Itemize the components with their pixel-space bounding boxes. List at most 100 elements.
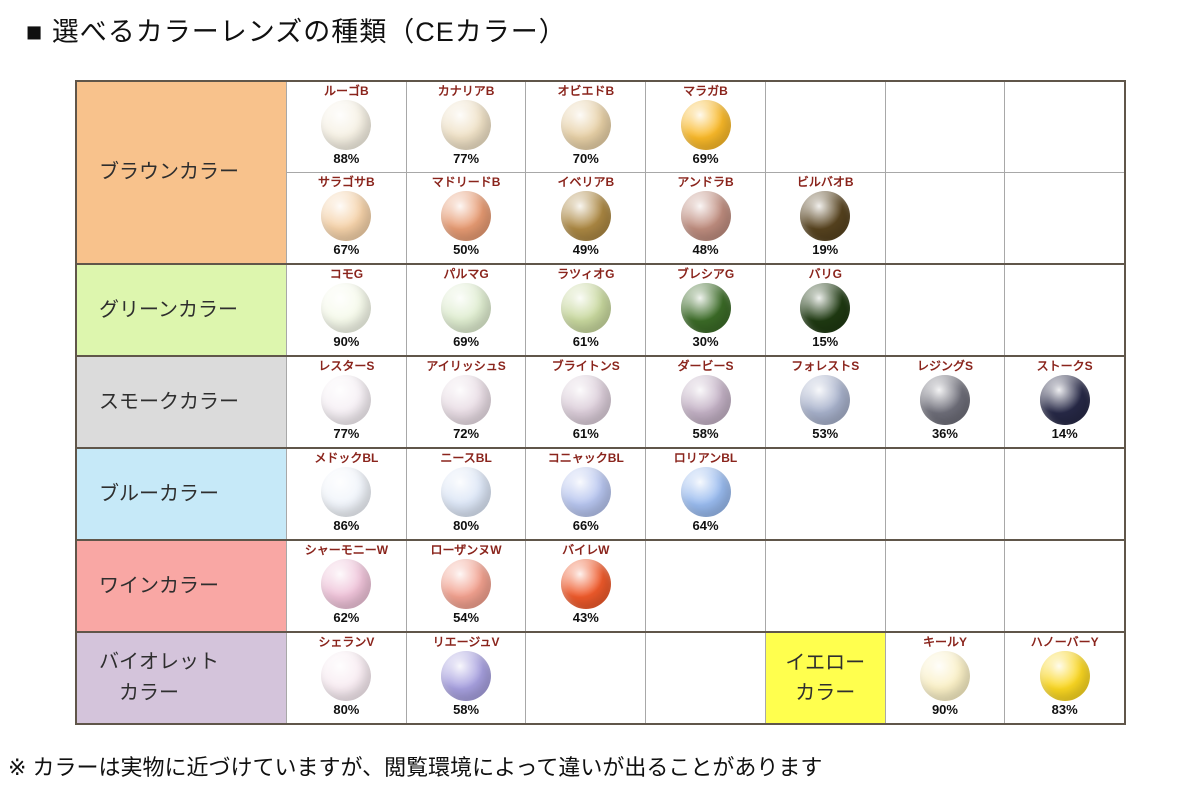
lens-swatch: [800, 374, 851, 425]
lens-cell: レスターS 77%: [286, 357, 406, 447]
lens-cell: ブライトンS 61%: [525, 357, 645, 447]
lens-name: フォレストS: [791, 359, 860, 373]
lens-name: マラガB: [683, 84, 728, 98]
lens-percent: 86%: [333, 517, 360, 533]
lens-cell: ブレシアG 30%: [645, 265, 765, 355]
lens-cell: シェランV 80%: [286, 633, 406, 723]
lens-name: ハノーバーY: [1030, 635, 1099, 649]
category-label: イエロー カラー: [764, 633, 885, 723]
lens-swatch: [321, 374, 372, 425]
lens-name: ラツィオG: [557, 267, 615, 281]
lens-cell: パルマG 69%: [405, 265, 526, 355]
lens-swatch: [321, 466, 372, 517]
lens-table: ブラウンカラー ルーゴB 88% カナリアB 77% オビエドB 70% マラガB 69% サラゴ…: [75, 80, 1126, 725]
lens-percent: 88%: [333, 150, 360, 166]
empty-cell: [764, 449, 885, 539]
lens-swatch: [441, 650, 492, 701]
lens-name: ローザンヌW: [430, 543, 502, 557]
category-label: ブルーカラー: [77, 449, 286, 539]
lens-percent: 83%: [1051, 701, 1078, 717]
empty-cell: [1004, 82, 1124, 172]
lens-swatch: [441, 558, 492, 609]
lens-name: イベリアB: [557, 175, 615, 189]
lens-cell: ルーゴB 88%: [286, 82, 406, 172]
lens-percent: 77%: [333, 425, 360, 441]
lens-cell: ローザンヌW 54%: [405, 541, 526, 631]
category-row: グリーンカラー コモG 90% パルマG 69% ラツィオG 61% ブレシアG 30% バリG 1…: [77, 265, 1124, 357]
lens-swatch: [680, 99, 731, 150]
lens-swatch: [560, 466, 611, 517]
lens-percent: 49%: [572, 241, 599, 257]
lens-swatch: [919, 374, 970, 425]
empty-cell: [645, 541, 765, 631]
lens-name: シャーモニーW: [304, 543, 389, 557]
lens-cell: アンドラB 48%: [645, 173, 765, 263]
lens-name: オビエドB: [557, 84, 615, 98]
lens-swatch: [680, 466, 731, 517]
lens-name: アイリッシュS: [426, 359, 506, 373]
lens-swatch: [800, 282, 851, 333]
lens-cell: オビエドB 70%: [525, 82, 645, 172]
lens-name: メドックBL: [314, 451, 379, 465]
lens-subrow: シェランV 80% リエージュV 58% イエロー カラー キールY 90% ハノーバーY 83…: [286, 633, 1124, 723]
lens-grid: シェランV 80% リエージュV 58% イエロー カラー キールY 90% ハノーバーY 83…: [286, 633, 1124, 723]
lens-name: カナリアB: [437, 84, 495, 98]
lens-grid: ルーゴB 88% カナリアB 77% オビエドB 70% マラガB 69% サラゴサB 67% マド…: [286, 82, 1124, 263]
lens-cell: メドックBL 86%: [286, 449, 406, 539]
lens-percent: 15%: [812, 333, 839, 349]
lens-subrow: ルーゴB 88% カナリアB 77% オビエドB 70% マラガB 69%: [286, 82, 1124, 172]
lens-swatch: [321, 282, 372, 333]
lens-name: ニースBL: [440, 451, 492, 465]
lens-cell: カナリアB 77%: [405, 82, 526, 172]
lens-subrow: メドックBL 86% ニースBL 80% コニャックBL 66% ロリアンBL 64%: [286, 449, 1124, 539]
empty-cell: [645, 633, 765, 723]
category-row: ワインカラー シャーモニーW 62% ローザンヌW 54% バイレW 43%: [77, 541, 1124, 633]
lens-cell: コモG 90%: [286, 265, 406, 355]
lens-swatch: [560, 374, 611, 425]
lens-name: キールY: [922, 635, 967, 649]
lens-cell: サラゴサB 67%: [286, 173, 406, 263]
lens-cell: キールY 90%: [884, 633, 1005, 723]
lens-swatch: [441, 466, 492, 517]
lens-cell: ラツィオG 61%: [525, 265, 645, 355]
lens-grid: レスターS 77% アイリッシュS 72% ブライトンS 61% ダービーS 58% フォレスト…: [286, 357, 1124, 447]
lens-percent: 72%: [453, 425, 480, 441]
lens-percent: 14%: [1051, 425, 1078, 441]
lens-percent: 30%: [692, 333, 719, 349]
lens-percent: 80%: [333, 701, 360, 717]
lens-swatch: [800, 190, 851, 241]
lens-name: ブレシアG: [676, 267, 735, 281]
lens-name: シェランV: [318, 635, 375, 649]
empty-cell: [884, 541, 1005, 631]
lens-name: ダービーS: [677, 359, 734, 373]
lens-cell: ハノーバーY 83%: [1004, 633, 1124, 723]
lens-swatch: [321, 99, 372, 150]
empty-cell: [884, 173, 1005, 263]
lens-swatch: [441, 374, 492, 425]
lens-name: リエージュV: [432, 635, 500, 649]
lens-grid: メドックBL 86% ニースBL 80% コニャックBL 66% ロリアンBL 64%: [286, 449, 1124, 539]
lens-name: レスターS: [318, 359, 375, 373]
lens-subrow: サラゴサB 67% マドリードB 50% イベリアB 49% アンドラB 48% ビルバオB 19…: [286, 172, 1124, 263]
lens-name: レジングS: [916, 359, 973, 373]
lens-percent: 64%: [692, 517, 719, 533]
lens-name: パルマG: [443, 267, 489, 281]
empty-cell: [884, 449, 1005, 539]
lens-cell: バイレW 43%: [525, 541, 645, 631]
lens-percent: 53%: [812, 425, 839, 441]
lens-name: ロリアンBL: [673, 451, 738, 465]
category-label: ワインカラー: [77, 541, 286, 631]
lens-swatch: [680, 190, 731, 241]
lens-swatch: [560, 99, 611, 150]
lens-name: サラゴサB: [318, 175, 375, 189]
lens-name: コニャックBL: [547, 451, 624, 465]
lens-percent: 54%: [453, 609, 480, 625]
lens-cell: レジングS 36%: [884, 357, 1005, 447]
lens-swatch: [321, 190, 372, 241]
lens-percent: 61%: [572, 425, 599, 441]
lens-cell: フォレストS 53%: [764, 357, 885, 447]
lens-swatch: [560, 190, 611, 241]
lens-subrow: レスターS 77% アイリッシュS 72% ブライトンS 61% ダービーS 58% フォレスト…: [286, 357, 1124, 447]
lens-name: ルーゴB: [324, 84, 369, 98]
lens-swatch: [1039, 650, 1090, 701]
